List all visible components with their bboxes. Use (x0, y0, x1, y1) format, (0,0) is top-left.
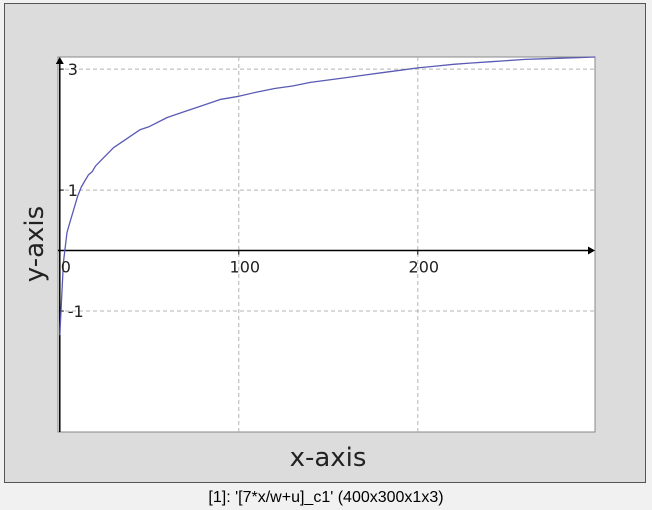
y-axis-label: y-axis (20, 206, 50, 282)
tick-labels: 0 100 200 -1 1 3 (61, 60, 439, 321)
data-series-line (59, 56, 596, 336)
x-axis-arrow (588, 246, 595, 255)
image-caption: [1]: '[7*x/w+u]_c1' (400x300x1x3) (208, 489, 444, 506)
x-tick-label: 100 (230, 258, 261, 277)
plot-area (57, 56, 596, 433)
y-tick-label: -1 (68, 302, 84, 321)
x-tick-label: 200 (409, 258, 440, 277)
x-axis-label: x-axis (290, 443, 367, 473)
series-layer (59, 56, 596, 336)
plot: 0 100 200 -1 1 3 x-axis y-axis (20, 56, 596, 473)
y-tick-label: 3 (68, 60, 78, 79)
grid (58, 57, 595, 432)
x-tick-label: 0 (61, 258, 71, 277)
y-tick-label: 1 (68, 181, 78, 200)
y-axis-arrow (55, 57, 64, 64)
